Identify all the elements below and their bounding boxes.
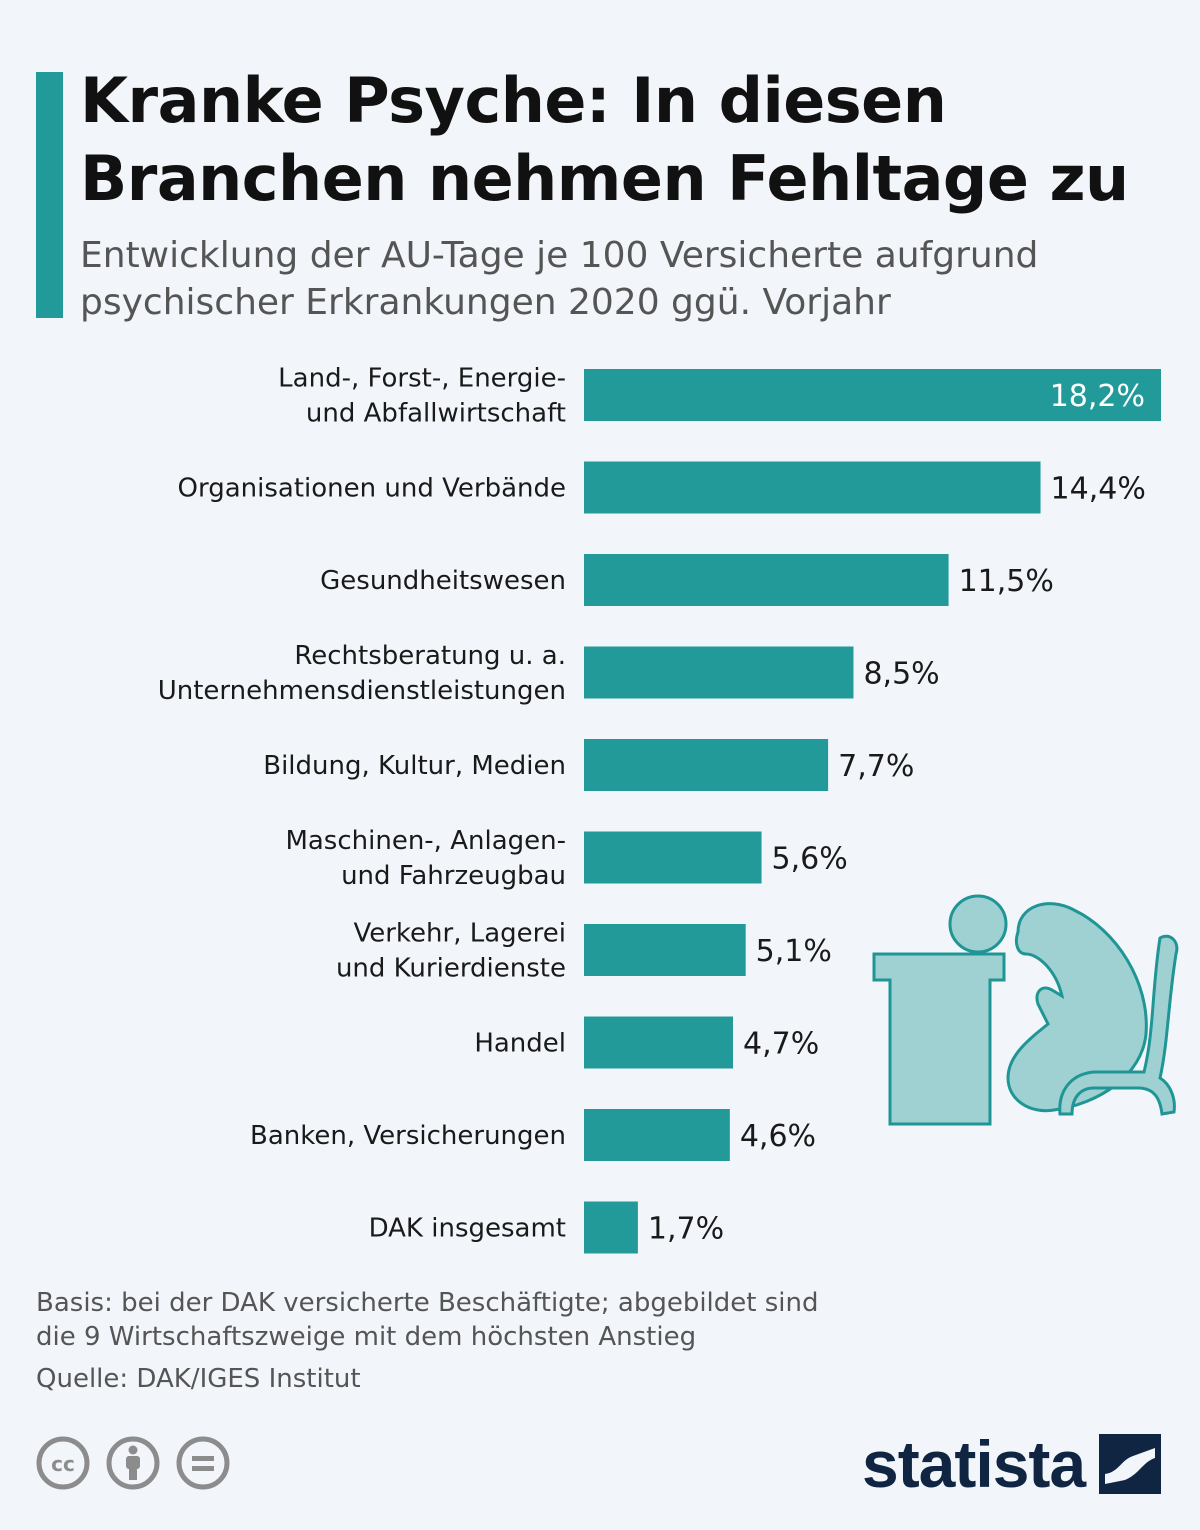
license-icons: cc [36,1436,230,1490]
title-line-1: Kranke Psyche: In diesen [80,64,947,137]
subtitle-line-2: psychischer Erkrankungen 2020 ggü. Vorja… [80,282,891,323]
category-label-line: Land-, Forst-, Energie- [278,364,566,394]
value-label-0: 18,2% [1050,379,1145,414]
bar-7 [584,1016,734,1069]
category-label-line: Maschinen-, Anlagen- [285,826,566,856]
no-derivatives-icon[interactable] [176,1436,230,1490]
value-label-1: 14,4% [1051,472,1146,507]
category-label-line: Banken, Versicherungen [250,1121,566,1151]
bar-2 [584,554,949,606]
value-label-9: 1,7% [648,1212,724,1247]
value-label-5: 5,6% [772,842,848,877]
subtitle-line-1: Entwicklung der AU-Tage je 100 Versicher… [80,235,1039,276]
category-label-line: und Kurierdienste [336,954,566,984]
category-label-7: Handel [474,1029,566,1059]
footnote-line-2: die 9 Wirtschaftszweige mit dem höchsten… [36,1322,697,1352]
value-label-2: 11,5% [959,564,1054,599]
footnote-line-1: Basis: bei der DAK versicherte Beschäfti… [36,1288,819,1318]
bar-8 [584,1109,730,1161]
category-label-line: Verkehr, Lagerei [353,919,566,949]
bar-6 [584,924,746,976]
source-note: Quelle: DAK/IGES Institut [36,1364,361,1394]
cc-icon[interactable]: cc [36,1436,90,1490]
value-label-6: 5,1% [756,934,832,969]
category-label-line: Rechtsberatung u. a. [294,641,566,671]
category-label-line: Organisationen und Verbände [178,474,566,504]
category-label-0: Land-, Forst-, Energie-und Abfallwirtsch… [278,364,566,429]
accent-bar [36,72,63,318]
svg-text:cc: cc [51,1452,75,1476]
category-label-line: Bildung, Kultur, Medien [263,751,566,781]
bar-4 [584,739,829,791]
bar-5 [584,831,762,884]
bar-0 [584,369,1161,421]
category-label-4: Bildung, Kultur, Medien [263,751,566,781]
title-line-2: Branchen nehmen Fehltage zu [80,142,1129,215]
bar-1 [584,461,1041,514]
bar-9 [584,1201,638,1254]
bar-3 [584,646,854,699]
category-label-line: Unternehmensdienstleistungen [158,676,566,706]
person-at-desk-icon [872,894,1179,1126]
value-label-8: 4,6% [740,1119,816,1154]
brand-name: statista [862,1427,1086,1501]
category-label-line: DAK insgesamt [369,1214,566,1244]
category-label-6: Verkehr, Lagerei und Kurierdienste [336,919,566,984]
chart-subtitle: Entwicklung der AU-Tage je 100 Versicher… [80,232,1140,326]
category-label-line: und Fahrzeugbau [341,861,566,891]
category-label-5: Maschinen-, Anlagen-und Fahrzeugbau [285,826,566,891]
category-label-2: Gesundheitswesen [320,566,566,596]
value-label-4: 7,7% [838,749,914,784]
category-label-1: Organisationen und Verbände [178,474,566,504]
category-label-line: Handel [474,1029,566,1059]
value-label-7: 4,7% [743,1027,819,1062]
statista-logo-icon [1099,1434,1162,1494]
category-label-8: Banken, Versicherungen [250,1121,566,1151]
footnote: Basis: bei der DAK versicherte Beschäfti… [36,1286,936,1354]
chart-title: Kranke Psyche: In diesen Branchen nehmen… [80,62,1170,218]
category-label-line: Gesundheitswesen [320,566,566,596]
attribution-icon[interactable] [106,1436,160,1490]
value-label-3: 8,5% [863,657,939,692]
statista-brand[interactable]: statista [862,1426,1162,1502]
category-label-3: Rechtsberatung u. a. Unternehmensdienstle… [158,641,566,706]
bar-chart: Land-, Forst-, Energie-und Abfallwirtsch… [158,364,1161,1254]
category-label-9: DAK insgesamt [369,1214,566,1244]
category-label-line: und Abfallwirtschaft [306,399,566,429]
